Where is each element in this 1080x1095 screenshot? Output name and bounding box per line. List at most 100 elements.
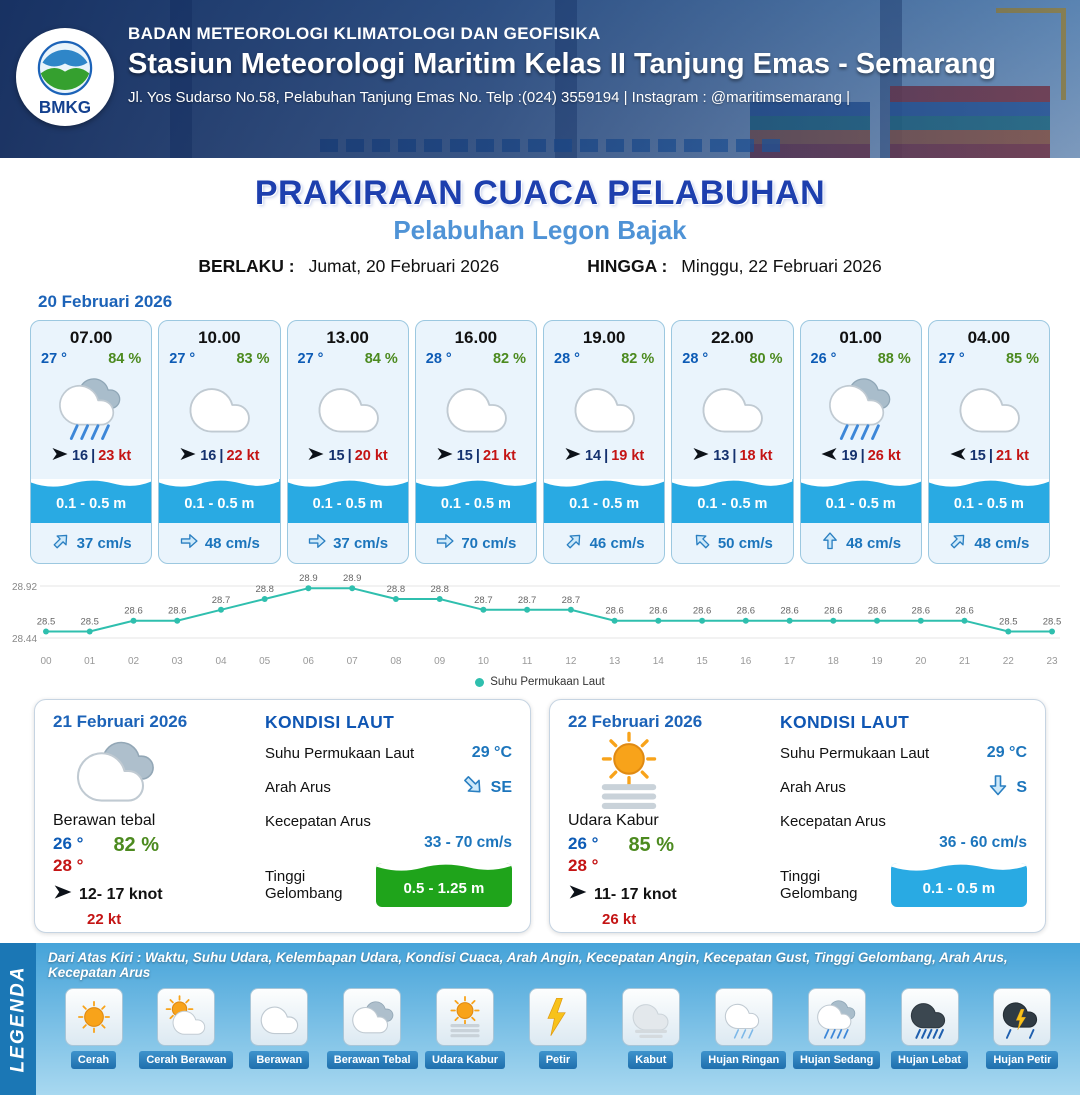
cerah-berawan-icon — [157, 988, 216, 1046]
svg-text:01: 01 — [84, 656, 96, 667]
temp-max: 28 ° — [568, 856, 599, 875]
weather-icon-berawan — [159, 367, 279, 443]
wind-direction-icon — [179, 445, 197, 467]
legend-series-name: Suhu Permukaan Laut — [490, 676, 605, 688]
wind-direction-icon — [307, 445, 325, 467]
weather-icon-udara-kabur — [586, 731, 770, 810]
current-speed-value: 33 - 70 cm/s — [424, 834, 512, 851]
svg-text:28.6: 28.6 — [868, 606, 887, 617]
svg-text:06: 06 — [303, 656, 315, 667]
wave-height-value: 0.1 - 0.5 m — [56, 496, 127, 512]
svg-text:28.5: 28.5 — [37, 617, 56, 628]
wind-direction-icon — [51, 445, 69, 467]
legend-item-hujan-sedang: Hujan Sedang — [791, 988, 882, 1069]
humidity: 83 % — [236, 351, 270, 367]
legend-item-label: Hujan Lebat — [891, 1051, 968, 1069]
header-overlay — [0, 0, 1080, 158]
svg-text:28.6: 28.6 — [168, 606, 187, 617]
current-speed: 48 cm/s — [974, 534, 1030, 552]
svg-text:28.8: 28.8 — [255, 584, 274, 595]
sea-condition-title: KONDISI LAUT — [779, 712, 910, 732]
wind-direction-icon — [436, 445, 454, 467]
sst-line-chart: 28.9228.4428.50028.50128.60228.60328.704… — [12, 573, 1062, 667]
wave-height-label: Tinggi Gelombang — [779, 868, 858, 902]
svg-text:BMKG: BMKG — [39, 98, 91, 117]
gust-speed: 26 kt — [867, 448, 901, 464]
svg-text:28.5: 28.5 — [999, 617, 1018, 628]
humidity: 82 % — [621, 351, 655, 367]
cerah-icon — [64, 988, 123, 1046]
station-name: Stasiun Meteorologi Maritim Kelas II Tan… — [128, 48, 997, 80]
svg-text:08: 08 — [390, 656, 402, 667]
wind-direction-icon — [53, 882, 73, 907]
wave-height-band: 0.1 - 0.5 m — [672, 479, 793, 523]
daily-forecast-row: 21 Februari 2026 Berawan tebal 26 ° 28 °… — [0, 699, 1080, 933]
daily-forecast-card-22feb: 22 Februari 2026 Udara Kabur 26 ° 28 ° 8… — [549, 699, 1046, 933]
daily-forecast-card-21feb: 21 Februari 2026 Berawan tebal 26 ° 28 °… — [34, 699, 531, 933]
hujan-ringan-icon — [714, 988, 773, 1046]
legend-item-label: Hujan Petir — [986, 1051, 1059, 1069]
legend-title: LEGENDA — [7, 965, 28, 1073]
svg-text:28.6: 28.6 — [124, 606, 143, 617]
current-direction-icon — [179, 531, 199, 555]
forecast-time: 22.00 — [711, 328, 754, 347]
air-temperature: 27 ° — [938, 351, 965, 367]
wave-height-box: 0.5 - 1.25 m — [375, 863, 512, 907]
forecast-card: 22.00 28 ° 80 % 13 | 18 kt 0.1 - 0.5 m 50 cm/s — [671, 320, 794, 564]
svg-text:28.8: 28.8 — [387, 584, 406, 595]
svg-text:11: 11 — [522, 656, 533, 667]
humidity: 85 % — [1005, 351, 1039, 367]
wave-height-value: 0.1 - 0.5 m — [184, 496, 255, 512]
air-temperature: 28 ° — [554, 351, 580, 367]
title-block: PRAKIRAAN CUACA PELABUHAN Pelabuhan Lego… — [0, 158, 1080, 286]
current-direction-value: S — [1016, 778, 1027, 796]
header-banner: BMKG BADAN METEOROLOGI KLIMATOLOGI DAN G… — [0, 0, 1080, 158]
svg-text:09: 09 — [434, 656, 446, 667]
svg-text:04: 04 — [215, 656, 227, 667]
valid-from-label: BERLAKU : — [198, 256, 295, 276]
gust-speed: 20 kt — [354, 448, 388, 464]
legend-item-label: Hujan Ringan — [701, 1051, 787, 1069]
wind-direction-icon — [949, 445, 967, 467]
svg-text:28.92: 28.92 — [12, 582, 37, 593]
validity-line: BERLAKU : Jumat, 20 Februari 2026 HINGGA… — [0, 256, 1080, 277]
current-speed: 37 cm/s — [333, 534, 389, 552]
wave-height-value: 0.1 - 0.5 m — [697, 496, 768, 512]
svg-text:28.6: 28.6 — [605, 606, 624, 617]
legend-strip: LEGENDA — [0, 943, 36, 1095]
valid-until-label: HINGGA : — [587, 256, 668, 276]
hujan-petir-icon — [993, 988, 1052, 1046]
wave-height-band: 0.1 - 0.5 m — [544, 479, 665, 523]
hujan-sedang-icon — [807, 988, 866, 1046]
svg-text:00: 00 — [40, 656, 52, 667]
wind-speed: 15 — [328, 448, 345, 464]
wind-gust-separator: | — [604, 448, 609, 464]
temp-min: 26 ° — [568, 834, 599, 853]
humidity: 82 % — [492, 351, 526, 367]
svg-text:23: 23 — [1046, 656, 1058, 667]
legend-item-berawan-tebal: Berawan Tebal — [326, 988, 418, 1069]
current-speed: 46 cm/s — [589, 534, 645, 552]
current-direction-icon — [307, 531, 327, 555]
svg-text:28.44: 28.44 — [12, 634, 37, 645]
legend-items: Cerah Cerah Berawan Berawan Berawan Tebal Ud… — [48, 988, 1068, 1069]
svg-text:28.5: 28.5 — [1043, 617, 1062, 628]
hourly-forecast-row: 07.00 27 ° 84 % 16 | 23 kt 0.1 - 0.5 m 37 cm/s 1… — [0, 320, 1080, 564]
air-temperature: 27 ° — [41, 351, 67, 367]
svg-text:28.6: 28.6 — [693, 606, 712, 617]
sst-value: 29 °C — [471, 744, 512, 761]
wind-speed: 16 — [200, 448, 217, 464]
wave-height-label: Tinggi Gelombang — [264, 868, 343, 902]
wind-speed: 16 — [71, 448, 89, 464]
gust-speed: 21 kt — [995, 448, 1029, 464]
forecast-card: 04.00 27 ° 85 % 15 | 21 kt 0.1 - 0.5 m 48 cm/s — [927, 320, 1050, 564]
svg-text:19: 19 — [871, 656, 883, 667]
air-temperature: 27 ° — [297, 351, 324, 367]
wave-height-value: 0.1 - 0.5 m — [825, 496, 896, 512]
current-direction-icon — [435, 531, 455, 555]
wave-height-value: 0.1 - 0.5 m — [569, 496, 640, 512]
svg-text:07: 07 — [347, 656, 359, 667]
svg-text:28.6: 28.6 — [824, 606, 843, 617]
wave-height-box: 0.1 - 0.5 m — [890, 863, 1027, 907]
sst-chart: 28.92 28.44 28.5 00 28.5 01 28.6 02 28.6 03 28.7 04… — [10, 570, 1070, 673]
